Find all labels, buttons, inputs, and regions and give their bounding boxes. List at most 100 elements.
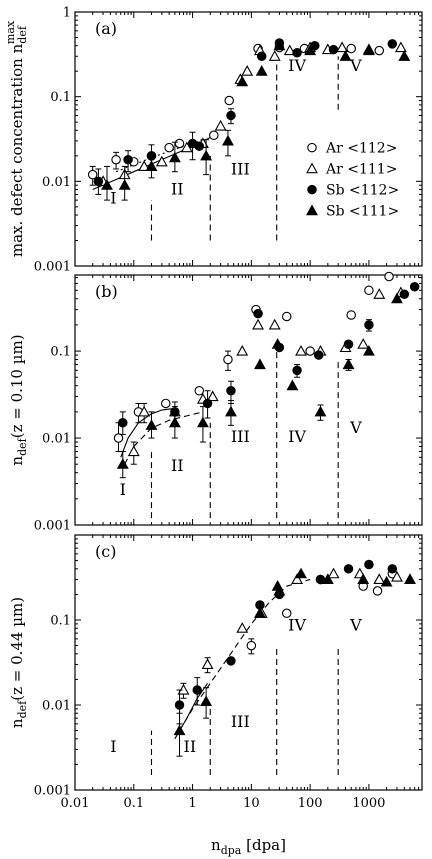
- legend-marker-triangle-filled: [306, 204, 318, 216]
- data-point-circle-filled: [93, 176, 104, 187]
- data-point-circle-filled: [387, 564, 398, 574]
- data-point-circle-open: [384, 271, 394, 282]
- data-point-circle-filled: [364, 559, 374, 570]
- region-label: I: [110, 737, 116, 756]
- x-tick-label: 0.1: [123, 796, 144, 811]
- region-label: IV: [288, 427, 306, 446]
- data-point-triangle-open: [394, 41, 407, 53]
- panel-label: (c): [95, 542, 116, 561]
- plot-frame: [74, 534, 423, 791]
- x-tick-label: 10: [243, 796, 260, 811]
- data-point-triangle-filled: [116, 458, 129, 469]
- data-point-triangle-filled: [254, 607, 266, 618]
- data-point-circle-filled: [226, 656, 236, 666]
- data-point-circle-filled: [343, 564, 354, 574]
- trend-line: [124, 411, 204, 465]
- data-point-triangle-open: [214, 119, 227, 131]
- region-label: V: [349, 56, 362, 75]
- x-tick-label: 0.01: [61, 796, 90, 811]
- y-tick-label: 0.001: [34, 519, 71, 534]
- y-tick-label: 0.01: [42, 175, 71, 190]
- data-point-triangle-open: [206, 390, 219, 402]
- y-tick-label: 0.001: [34, 260, 71, 275]
- data-point-circle-open: [281, 311, 292, 322]
- data-point-triangle-open: [127, 445, 140, 457]
- y-tick-label: 0.1: [50, 90, 71, 105]
- data-point-triangle-filled: [173, 724, 186, 736]
- data-point-triangle-filled: [168, 416, 181, 428]
- y-tick-label: 0.1: [50, 614, 71, 629]
- data-point-circle-filled: [343, 339, 354, 349]
- data-point-triangle-filled: [196, 416, 209, 428]
- data-point-triangle-filled: [145, 160, 158, 171]
- region-label: II: [171, 179, 184, 198]
- legend-label: Sb <112>: [326, 183, 399, 199]
- data-point-triangle-filled: [222, 134, 234, 146]
- data-point-triangle-filled: [200, 149, 213, 161]
- data-point-circle-open: [113, 433, 124, 443]
- panel-label: (b): [95, 282, 118, 301]
- data-point-circle-open: [346, 310, 356, 320]
- data-point-triangle-filled: [168, 151, 181, 163]
- data-point-circle-filled: [292, 48, 302, 58]
- data-point-triangle-filled: [118, 179, 131, 190]
- legend-label: Ar <111>: [325, 162, 397, 178]
- data-point-circle-open: [246, 640, 257, 651]
- data-point-triangle-filled: [391, 292, 403, 304]
- region-label: IV: [288, 616, 306, 635]
- data-point-triangle-open: [336, 41, 349, 53]
- legend-marker-circle-open: [307, 142, 317, 153]
- data-point-circle-filled: [174, 700, 185, 710]
- data-point-triangle-filled: [271, 338, 284, 349]
- data-point-circle-open: [223, 354, 233, 365]
- plot-frame: [74, 274, 423, 526]
- data-point-triangle-filled: [145, 419, 158, 430]
- data-point-triangle-filled: [362, 344, 375, 356]
- data-point-triangle-open: [391, 570, 403, 582]
- data-point-circle-open: [346, 43, 356, 54]
- region-label: III: [231, 712, 250, 731]
- data-point-triangle-open: [241, 65, 254, 76]
- data-point-circle-filled: [274, 589, 285, 600]
- data-point-triangle-filled: [404, 573, 416, 584]
- data-point-triangle-open: [180, 141, 193, 153]
- data-point-triangle-filled: [357, 573, 370, 584]
- data-point-triangle-open: [252, 318, 264, 330]
- legend-label: Ar <112>: [325, 141, 397, 157]
- legend-marker-circle-filled: [307, 184, 317, 195]
- y-tick-label: 0.1: [50, 345, 71, 360]
- legend-label: Sb <111>: [326, 204, 399, 220]
- data-point-circle-filled: [364, 320, 374, 330]
- data-point-circle-filled: [409, 281, 420, 292]
- panel-1: 0.001 0.01 0.1 1 max. defect concentration n…: [4, 6, 423, 275]
- data-point-triangle-open: [357, 338, 370, 349]
- x-tick-label: 100: [298, 796, 323, 811]
- data-point-triangle-filled: [254, 358, 266, 370]
- region-label: II: [184, 737, 197, 756]
- data-point-triangle-filled: [314, 405, 327, 417]
- data-point-triangle-open: [201, 658, 214, 669]
- data-point-circle-filled: [328, 44, 339, 55]
- data-point-circle-open: [111, 154, 121, 165]
- data-point-circle-filled: [399, 289, 410, 300]
- data-point-circle-filled: [256, 51, 267, 62]
- region-label: IV: [288, 56, 306, 75]
- legend-marker-triangle-open: [306, 162, 318, 174]
- data-point-circle-open: [209, 130, 219, 141]
- y-tick-label: 0.01: [42, 432, 71, 447]
- y-axis-label: max. defect concentration ndefmax: [4, 20, 29, 257]
- data-point-triangle-filled: [339, 50, 352, 61]
- data-point-triangle-open: [327, 567, 340, 579]
- data-point-triangle-filled: [273, 39, 286, 51]
- data-point-circle-filled: [226, 385, 236, 396]
- data-point-circle-open: [374, 45, 385, 56]
- data-point-triangle-filled: [101, 179, 113, 190]
- data-point-circle-filled: [226, 110, 236, 121]
- data-point-circle-open: [305, 346, 315, 356]
- data-point-triangle-open: [138, 160, 151, 171]
- data-point-triangle-open: [283, 44, 296, 56]
- data-point-triangle-open: [373, 288, 386, 299]
